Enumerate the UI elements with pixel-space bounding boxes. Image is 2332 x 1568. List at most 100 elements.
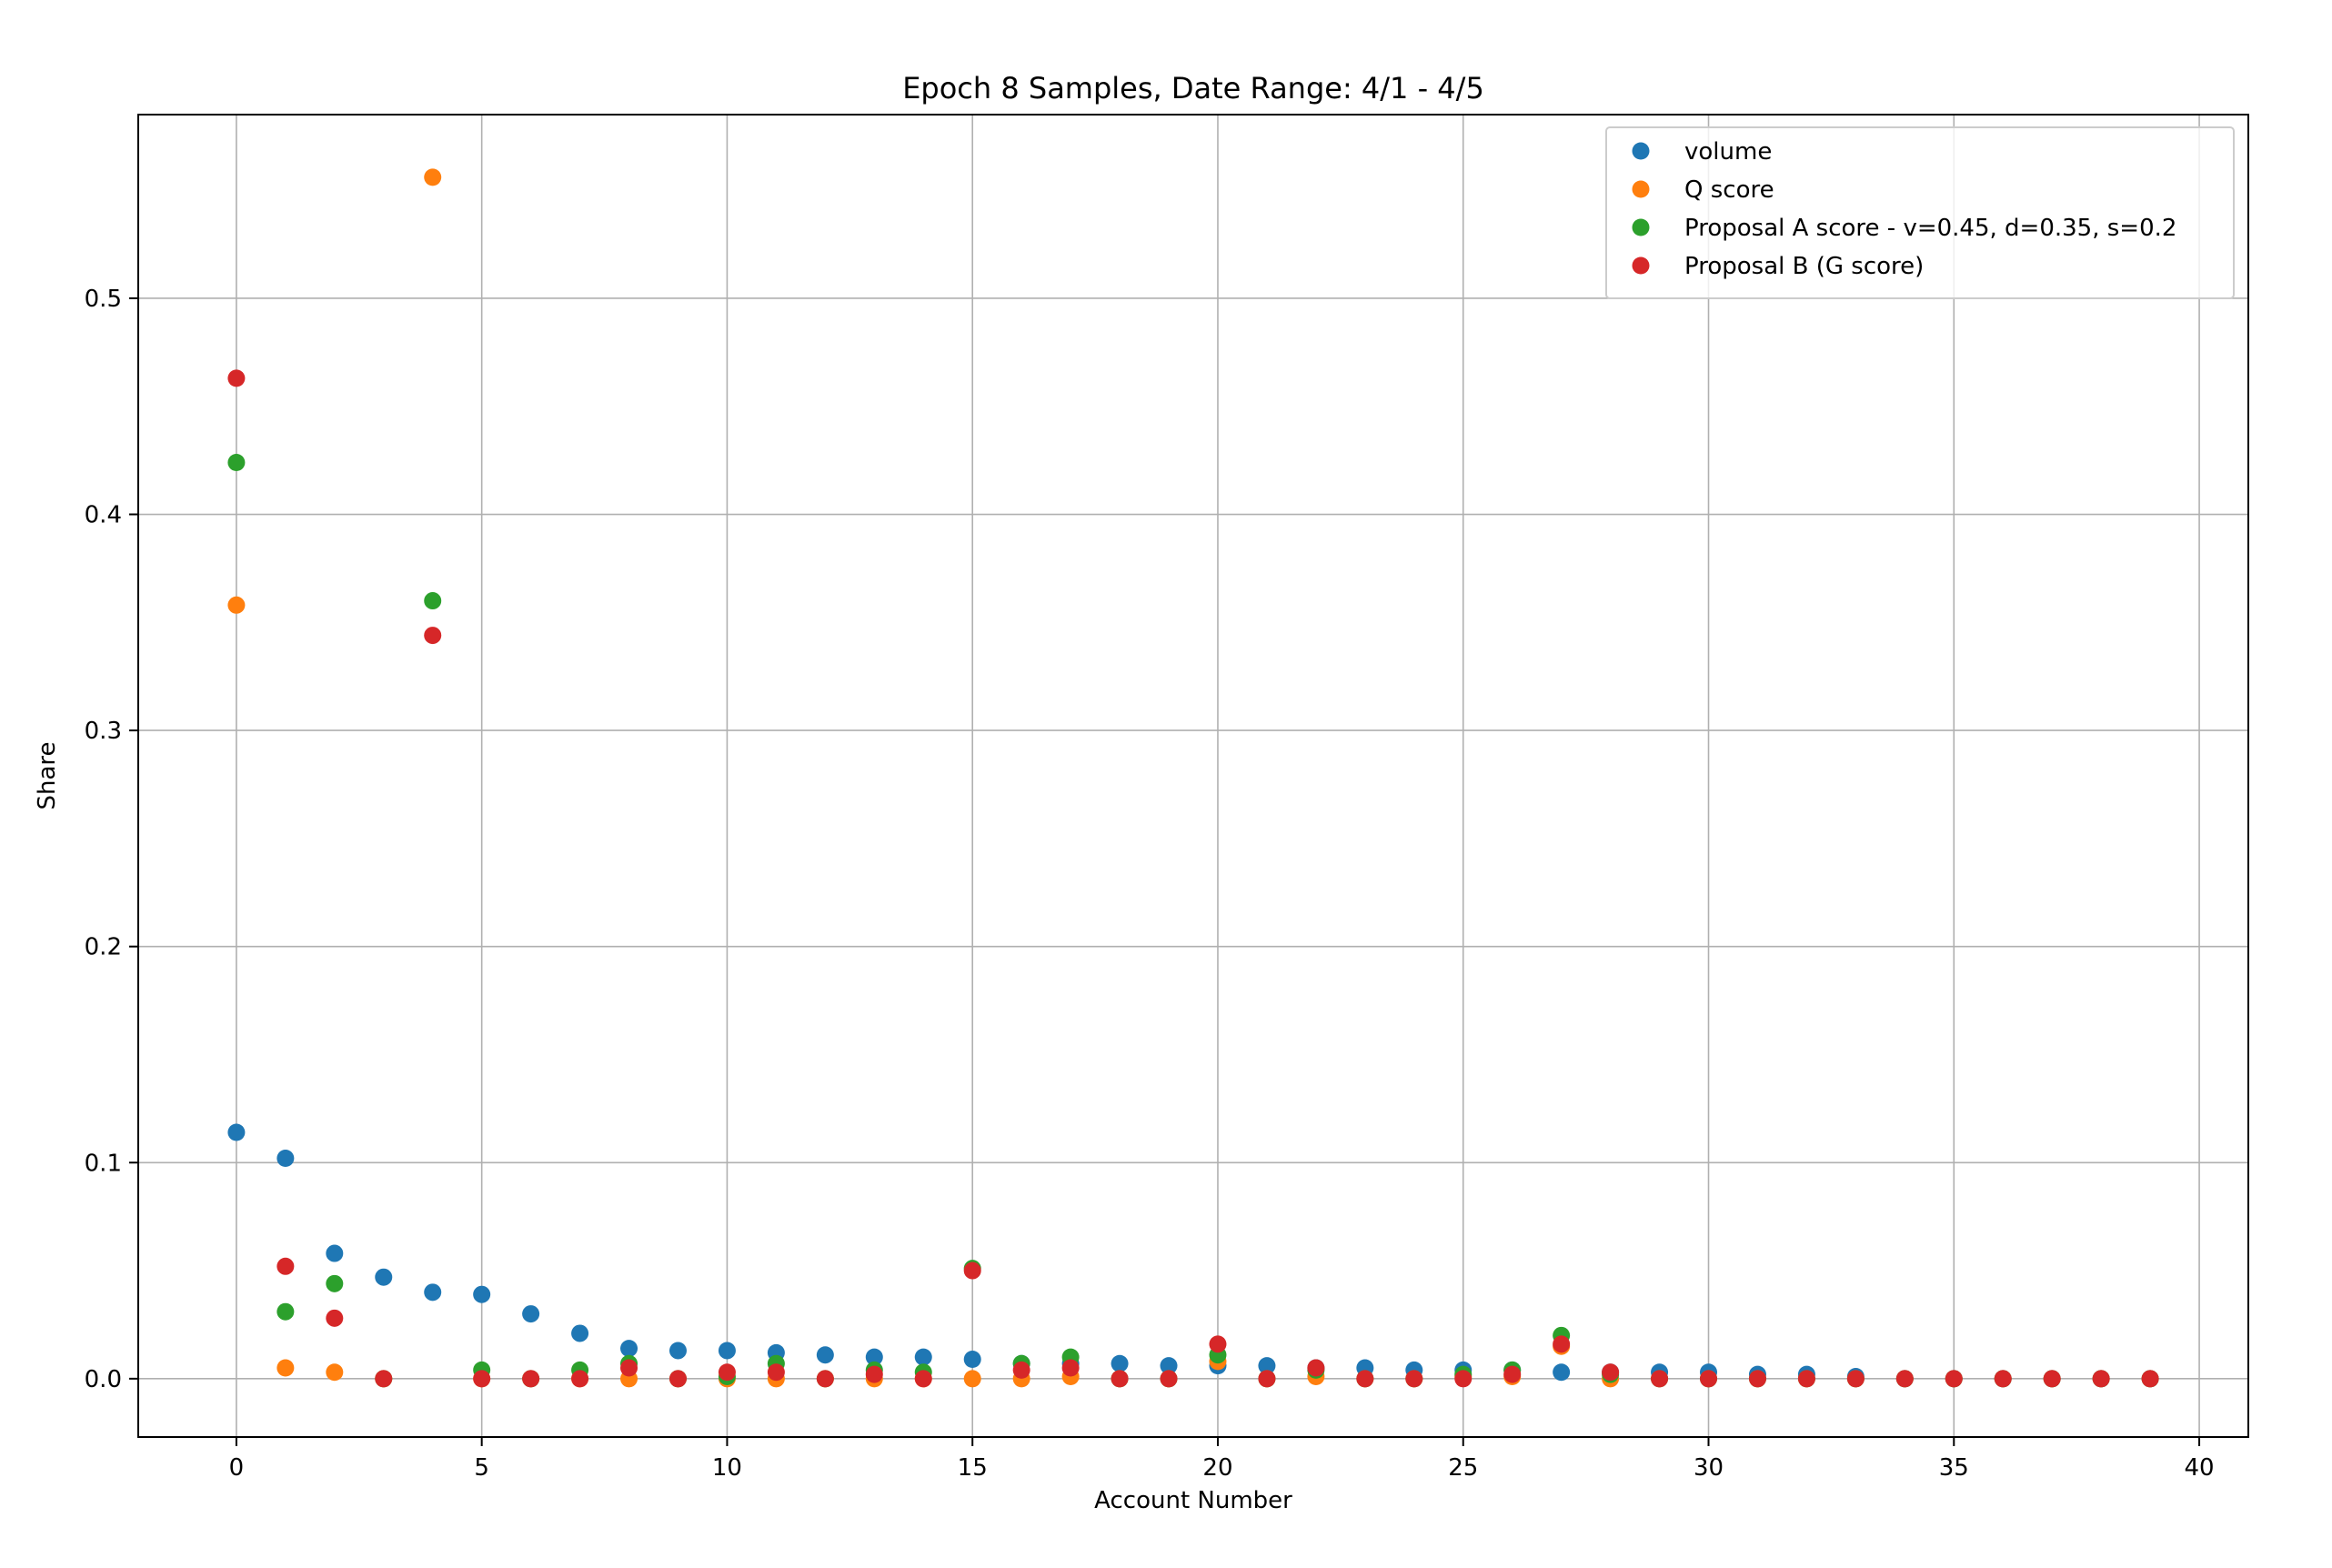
y-tick-label: 0.5 <box>85 286 122 313</box>
x-tick-label: 15 <box>958 1454 988 1482</box>
data-point <box>1012 1361 1030 1379</box>
data-point <box>1307 1359 1325 1377</box>
data-point <box>326 1309 344 1327</box>
data-point <box>375 1268 393 1286</box>
series-3 <box>227 369 2159 1388</box>
legend-marker <box>1632 218 1650 236</box>
y-tick-label: 0.2 <box>85 934 122 961</box>
data-point <box>326 1363 344 1382</box>
legend-marker <box>1632 180 1650 198</box>
legend: volume Q score Proposal A score - v=0.45, … <box>1605 126 2235 299</box>
data-point <box>276 1150 295 1168</box>
data-point <box>1503 1365 1522 1383</box>
data-point <box>1797 1370 1815 1388</box>
data-point <box>473 1370 491 1388</box>
x-axis-label: Account Number <box>1094 1487 1292 1514</box>
data-point <box>276 1302 295 1321</box>
data-point <box>1111 1354 1129 1372</box>
x-tick-label: 30 <box>1694 1454 1724 1482</box>
data-point <box>1405 1370 1423 1388</box>
x-tick-label: 40 <box>2184 1454 2214 1482</box>
data-point <box>718 1363 736 1382</box>
legend-marker <box>1632 142 1650 160</box>
data-point <box>718 1342 736 1360</box>
data-point <box>1994 1370 2012 1388</box>
legend-label: Q score <box>1684 176 1774 204</box>
data-point <box>1061 1359 1080 1377</box>
data-point <box>620 1359 638 1377</box>
data-point <box>473 1285 491 1303</box>
data-point <box>1160 1370 1178 1388</box>
data-point <box>1602 1363 1620 1382</box>
legend-label: Proposal A score - v=0.45, d=0.35, s=0.2 <box>1684 215 2176 242</box>
data-point <box>1945 1370 1963 1388</box>
axis-ticks: 0 5 10 15 20 25 30 35 40 0.0 0.1 0.2 0.3 0.4 0.5 <box>85 286 2215 1482</box>
data-point <box>1160 1357 1178 1375</box>
data-point <box>1553 1335 1571 1353</box>
data-point <box>424 1283 442 1302</box>
legend-label: Proposal B (G score) <box>1684 253 1924 280</box>
data-point <box>1700 1370 1718 1388</box>
data-point <box>522 1370 540 1388</box>
data-point <box>865 1348 883 1366</box>
data-point <box>2092 1370 2110 1388</box>
data-point <box>424 592 442 610</box>
data-point <box>963 1370 981 1388</box>
data-point <box>1258 1370 1276 1388</box>
data-point <box>1553 1363 1571 1382</box>
legend-box <box>1605 126 2235 299</box>
data-point <box>571 1324 589 1342</box>
data-point <box>1356 1370 1374 1388</box>
data-point <box>276 1257 295 1275</box>
data-point <box>424 168 442 186</box>
data-point <box>816 1346 834 1364</box>
plot-area-frame <box>137 114 2249 1438</box>
y-tick-label: 0.0 <box>85 1366 122 1393</box>
y-tick-label: 0.4 <box>85 502 122 529</box>
data-point <box>914 1370 932 1388</box>
data-point <box>424 627 442 645</box>
data-point <box>522 1305 540 1323</box>
legend-marker <box>1632 256 1650 275</box>
data-point <box>276 1359 295 1377</box>
data-point <box>2043 1370 2061 1388</box>
data-point <box>816 1370 834 1388</box>
data-points <box>227 168 2159 1388</box>
y-axis-label: Share <box>34 741 61 809</box>
x-tick-label: 0 <box>229 1454 245 1482</box>
data-point <box>227 596 246 614</box>
x-tick-label: 20 <box>1202 1454 1232 1482</box>
y-tick-label: 0.1 <box>85 1150 122 1177</box>
data-point <box>1111 1370 1129 1388</box>
data-point <box>668 1370 687 1388</box>
data-point <box>963 1261 981 1280</box>
data-point <box>227 369 246 387</box>
data-point <box>767 1363 785 1382</box>
y-tick-label: 0.3 <box>85 718 122 745</box>
x-tick-label: 25 <box>1448 1454 1478 1482</box>
data-point <box>1209 1335 1227 1353</box>
data-point <box>326 1244 344 1262</box>
chart-title: Epoch 8 Samples, Date Range: 4/1 - 4/5 <box>902 71 1484 106</box>
data-point <box>1651 1370 1669 1388</box>
data-point <box>227 454 246 472</box>
legend-label: volume <box>1684 138 1772 166</box>
data-point <box>1895 1370 1914 1388</box>
x-tick-label: 5 <box>474 1454 489 1482</box>
data-point <box>571 1370 589 1388</box>
data-point <box>375 1370 393 1388</box>
x-tick-label: 35 <box>1939 1454 1969 1482</box>
data-point <box>326 1274 344 1292</box>
data-point <box>227 1123 246 1141</box>
data-point <box>865 1365 883 1383</box>
data-point <box>668 1342 687 1360</box>
data-point <box>1258 1357 1276 1375</box>
data-point <box>620 1340 638 1358</box>
x-tick-label: 10 <box>712 1454 742 1482</box>
data-point <box>2141 1370 2159 1388</box>
data-point <box>1748 1370 1766 1388</box>
data-point <box>1846 1370 1865 1388</box>
data-point <box>914 1348 932 1366</box>
